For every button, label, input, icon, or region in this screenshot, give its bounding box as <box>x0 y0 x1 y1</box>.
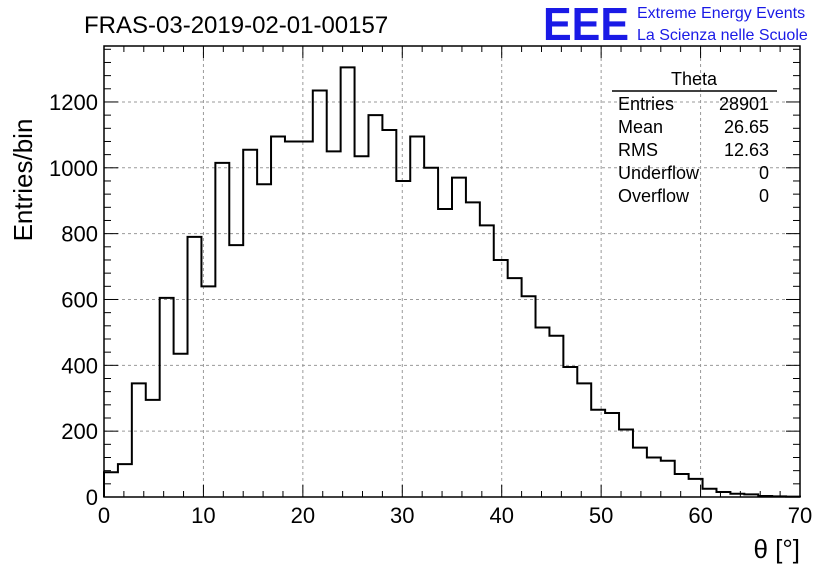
logo-mark: EEE <box>543 0 629 50</box>
x-tick-label: 20 <box>291 503 315 528</box>
plot-frame <box>103 45 801 498</box>
stats-label: RMS <box>618 140 658 160</box>
chart-title: FRAS-03-2019-02-01-00157 <box>84 12 388 39</box>
tick-labels: 0 10 20 30 40 50 60 70 0 200 400 600 800 1000 1200 <box>49 90 812 528</box>
y-tick-label: 0 <box>86 485 98 510</box>
x-tick-label: 0 <box>98 503 110 528</box>
logo: EEE Extreme Energy Events La Scienza nel… <box>543 0 808 50</box>
stats-rows: Entries 28901 Mean 26.65 RMS 12.63 Underflow 0 O… <box>618 94 769 206</box>
stats-value: 28901 <box>719 94 769 114</box>
y-tick-label: 200 <box>61 419 98 444</box>
stats-label: Entries <box>618 94 674 114</box>
x-tick-label: 10 <box>191 503 215 528</box>
logo-line-2: La Scienza nelle Scuole <box>637 27 808 44</box>
stats-value: 12.63 <box>724 140 769 160</box>
y-axis-label: Entries/bin <box>8 119 38 242</box>
stats-box: Theta Entries 28901 Mean 26.65 RMS 12.63 Under… <box>612 69 777 206</box>
stats-title: Theta <box>671 69 718 89</box>
x-tick-label: 50 <box>589 503 613 528</box>
y-tick-label: 800 <box>61 222 98 247</box>
x-tick-label: 30 <box>390 503 414 528</box>
logo-line-1: Extreme Energy Events <box>637 5 805 22</box>
x-tick-label: 60 <box>688 503 712 528</box>
grid-lines <box>104 46 800 497</box>
x-axis-label: θ [°] <box>753 534 800 564</box>
stats-value: 26.65 <box>724 117 769 137</box>
axis-ticks <box>103 46 801 498</box>
x-tick-label: 40 <box>489 503 513 528</box>
y-tick-label: 400 <box>61 353 98 378</box>
histogram-outline <box>103 66 801 498</box>
x-tick-label: 70 <box>788 503 812 528</box>
y-tick-label: 1000 <box>49 156 98 181</box>
stats-value: 0 <box>759 186 769 206</box>
stats-label: Underflow <box>618 163 700 183</box>
stats-value: 0 <box>759 163 769 183</box>
stats-label: Mean <box>618 117 663 137</box>
stats-label: Overflow <box>618 186 690 206</box>
y-tick-label: 1200 <box>49 90 98 115</box>
y-tick-label: 600 <box>61 287 98 312</box>
